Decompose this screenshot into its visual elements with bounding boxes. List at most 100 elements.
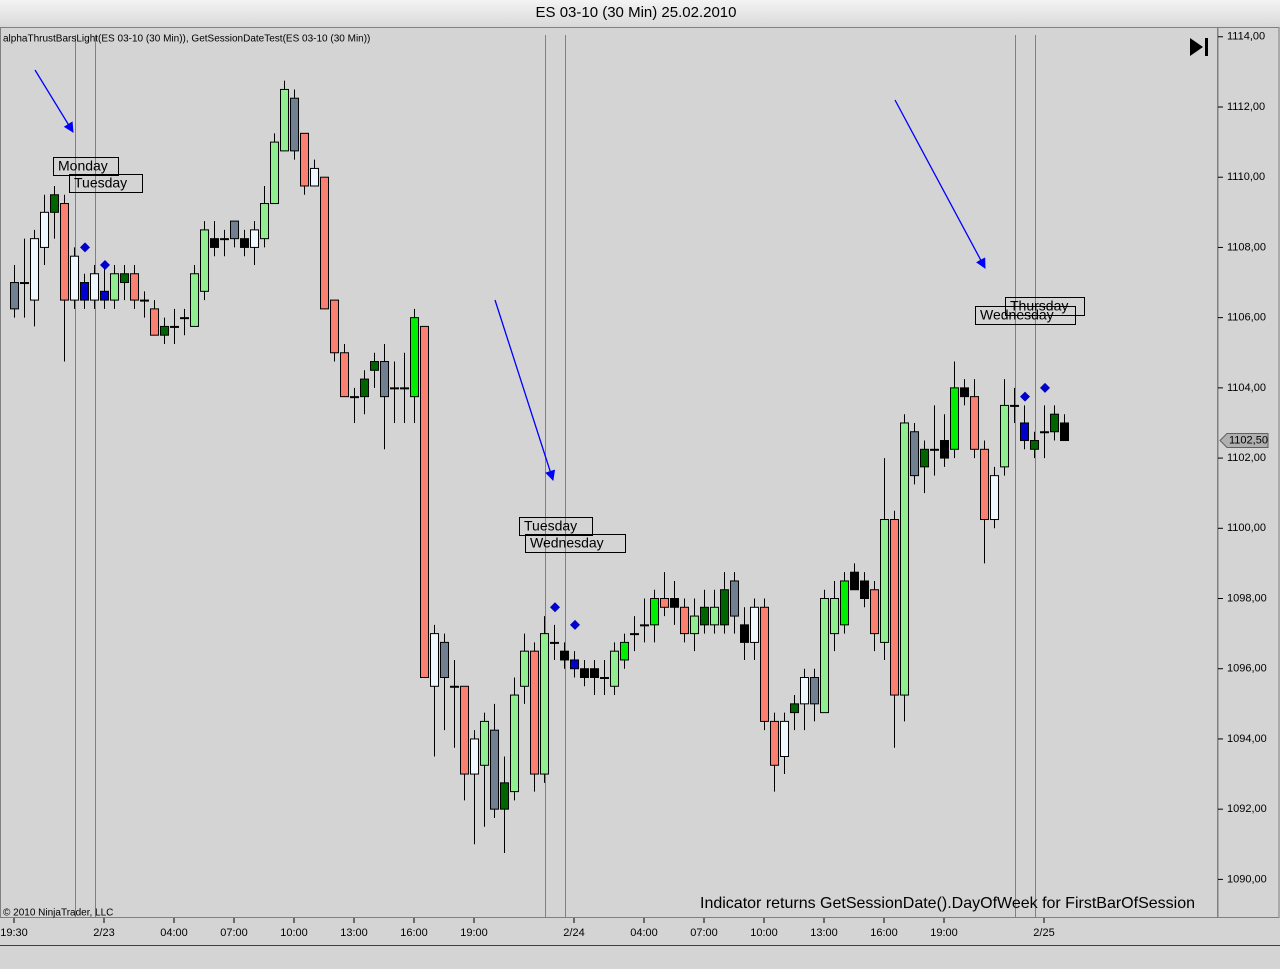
candle-body	[770, 720, 779, 766]
day-label: Wednesday	[530, 535, 604, 551]
y-tick-label: 1110,00	[1227, 171, 1265, 183]
candle-body	[560, 650, 569, 661]
candle-body	[980, 448, 989, 521]
day-label: Thursday	[1010, 298, 1068, 314]
candle-body	[270, 141, 279, 205]
candle-body	[220, 238, 229, 241]
candle-body	[360, 378, 369, 398]
candle-body	[1050, 413, 1059, 433]
signal-marker	[1040, 382, 1050, 393]
x-tick-label: 07:00	[690, 927, 718, 939]
chart-title: ES 03-10 (30 Min) 25.02.2010	[536, 4, 737, 21]
candle-body	[480, 720, 489, 766]
day-box	[519, 517, 593, 536]
day-box	[975, 306, 1076, 325]
y-tick-label: 1090,00	[1227, 873, 1267, 885]
candle-body	[1000, 404, 1009, 468]
candle-body	[160, 325, 169, 336]
candle-body	[140, 299, 149, 302]
candle-body	[80, 282, 89, 301]
signal-marker	[570, 619, 580, 630]
candle-body	[240, 238, 249, 248]
candle-body	[190, 273, 199, 327]
candle-body	[610, 650, 619, 687]
candle-body	[70, 255, 79, 301]
candle-body	[320, 176, 329, 310]
candle-body	[900, 422, 909, 696]
candle-body	[580, 668, 589, 679]
candle-body	[960, 387, 969, 398]
candle-body	[820, 598, 829, 714]
day-annotation: Tuesday	[519, 517, 593, 536]
candle-body	[800, 677, 809, 705]
candle-body	[490, 729, 499, 810]
candle-body	[50, 194, 59, 213]
candle-body	[470, 738, 479, 775]
x-tick-label: 07:00	[220, 927, 248, 939]
arrow	[894, 99, 986, 269]
candle-body	[200, 229, 209, 292]
candle-body	[260, 203, 269, 240]
candle-body	[620, 641, 629, 661]
title-bar	[0, 0, 1280, 27]
arrows	[34, 69, 986, 481]
candle-body	[930, 448, 939, 451]
candle-body	[690, 615, 699, 635]
day-annotation: Wednesday	[975, 306, 1076, 325]
y-tick-label: 1098,00	[1227, 592, 1267, 604]
candle-body	[380, 361, 389, 398]
candle-body	[130, 273, 139, 301]
candle-body	[1020, 422, 1029, 442]
candle-body	[970, 396, 979, 450]
candle-body	[840, 580, 849, 626]
x-tick-label: 2/25	[1033, 927, 1054, 939]
x-tick-label: 16:00	[400, 927, 428, 939]
day-label: Monday	[58, 158, 108, 174]
signal-marker	[1020, 391, 1030, 402]
candle-body	[90, 273, 99, 301]
day-label: Tuesday	[524, 518, 577, 534]
y-tick-label: 1112,00	[1227, 101, 1265, 113]
candle-body	[700, 606, 709, 626]
candle-body	[10, 282, 19, 310]
candle-body	[440, 641, 449, 679]
candle-body	[300, 132, 309, 187]
x-tick-label: 2/23	[93, 927, 114, 939]
candle-body	[1010, 404, 1019, 407]
candle-body	[210, 238, 219, 248]
candle-body	[590, 668, 599, 679]
candle-body	[570, 659, 579, 670]
candle-body	[110, 273, 119, 301]
arrow	[494, 299, 556, 481]
candle-body	[990, 475, 999, 521]
candle-body	[710, 606, 719, 626]
day-label: Wednesday	[980, 307, 1054, 323]
candle-body	[920, 448, 929, 468]
candle-body	[870, 589, 879, 635]
candle-body	[400, 387, 409, 390]
x-tick-label: 10:00	[750, 927, 778, 939]
y-tick-label: 1108,00	[1227, 241, 1266, 253]
candle-body	[680, 606, 689, 635]
scroll-end-button[interactable]	[1190, 38, 1208, 56]
candle-body	[910, 431, 919, 477]
copyright: © 2010 NinjaTrader, LLC	[3, 908, 113, 919]
candle-body	[290, 97, 299, 152]
candle-body	[880, 519, 889, 643]
candle-body	[410, 317, 419, 398]
candle-body	[430, 633, 439, 687]
day-label: Tuesday	[74, 175, 127, 191]
signal-marker	[100, 259, 110, 270]
candle-body	[500, 782, 509, 810]
day-annotation: Tuesday	[69, 174, 143, 193]
candle-body	[660, 598, 669, 608]
y-tick-label: 1094,00	[1227, 733, 1267, 745]
y-tick-label: 1092,00	[1227, 803, 1267, 815]
candle-body	[750, 606, 759, 643]
candle-body	[460, 685, 469, 775]
candle-body	[330, 299, 339, 354]
candle-body	[40, 211, 49, 248]
candle-body	[670, 598, 679, 608]
candle-body	[420, 325, 429, 679]
candle-body	[860, 580, 869, 600]
